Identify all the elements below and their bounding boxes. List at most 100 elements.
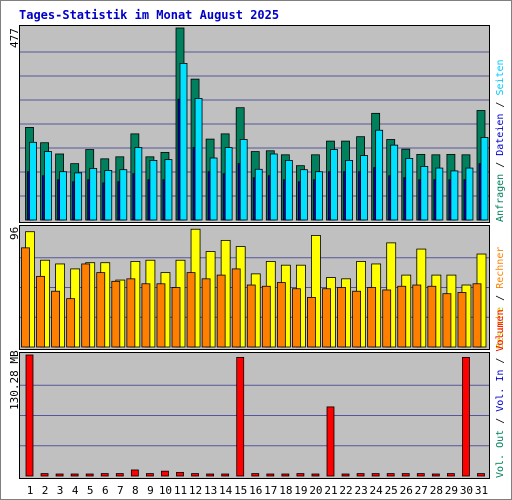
bar-seiten <box>74 172 83 221</box>
bar-rechner <box>352 290 362 348</box>
bar-rechner <box>457 292 467 348</box>
bar-seiten <box>420 166 429 221</box>
bar-seiten <box>59 171 67 221</box>
x-axis-labels: 1 2 3 4 5 6 7 8 9 10 11 12 13 14 15 16 17 18 19 20 21 22 23 24 2… <box>27 484 488 497</box>
bar-volumen <box>55 473 64 477</box>
day-label: 30 <box>460 484 473 497</box>
bar-rechner <box>427 285 437 348</box>
bar-volumen <box>281 473 290 477</box>
legend-volume: Vol. Out / Vol. In / Volumen <box>495 309 506 478</box>
bar-rechner <box>442 293 452 348</box>
bar-volumen <box>462 356 470 477</box>
bar-seiten <box>450 170 459 221</box>
bar-volumen <box>206 473 215 477</box>
bar-rechner <box>261 285 271 348</box>
bar-volumen <box>40 473 49 477</box>
legend-entry: / <box>495 156 506 174</box>
day-label: 8 <box>132 484 139 497</box>
day-label: 10 <box>159 484 172 497</box>
bar-rechner <box>36 275 45 348</box>
bar-volumen <box>191 473 199 477</box>
legend-visits: Besuche / Rechner <box>495 247 506 349</box>
bar-rechner <box>367 287 377 348</box>
bar-rechner <box>412 284 422 348</box>
chart-title: Tages-Statistik im Monat August 2025 <box>19 8 280 22</box>
bar-rechner <box>201 278 211 348</box>
bar-seiten <box>465 167 474 221</box>
legend-entry: / <box>495 412 506 430</box>
bar-seiten <box>89 168 98 221</box>
day-label: 27 <box>415 484 428 497</box>
day-label: 3 <box>57 484 64 497</box>
day-label: 26 <box>400 484 413 497</box>
bar-rechner <box>51 290 60 348</box>
bar-rechner <box>216 274 226 348</box>
bar-volumen <box>296 473 305 477</box>
day-label: 4 <box>72 484 79 497</box>
bars-group <box>21 27 489 477</box>
bar-rechner <box>276 282 286 348</box>
bar-seiten <box>269 153 278 221</box>
bar-seiten <box>330 149 338 221</box>
bar-seiten <box>209 157 218 221</box>
day-label: 21 <box>324 484 337 497</box>
bar-seiten <box>149 160 158 221</box>
bar-volumen <box>416 473 425 477</box>
bar-seiten <box>315 171 323 221</box>
bar-volumen <box>477 473 485 477</box>
legend-entry: Anfragen <box>495 174 506 222</box>
bar-seiten <box>299 169 308 221</box>
bar-seiten <box>119 169 128 221</box>
bar-rechner <box>231 268 241 348</box>
day-label: 19 <box>294 484 307 497</box>
bar-volumen <box>25 354 34 477</box>
day-label: 9 <box>147 484 154 497</box>
bar-volumen <box>85 473 94 477</box>
day-label: 23 <box>354 484 367 497</box>
bar-seiten <box>360 155 369 221</box>
day-label: 31 <box>475 484 488 497</box>
bar-rechner <box>66 298 76 348</box>
legend-requests: Anfragen / Dateien / Seiten <box>495 59 506 222</box>
bar-rechner <box>141 283 151 348</box>
day-label: 1 <box>27 484 34 497</box>
bar-volumen <box>356 473 365 477</box>
bar-rechner <box>322 288 331 348</box>
day-label: 12 <box>189 484 202 497</box>
bar-rechner <box>156 283 166 348</box>
bar-rechner <box>291 288 301 348</box>
bar-volumen <box>326 406 335 477</box>
bar-seiten <box>405 158 414 221</box>
day-label: 18 <box>279 484 292 497</box>
bar-rechner <box>397 285 407 348</box>
day-label: 25 <box>385 484 398 497</box>
bar-seiten <box>480 137 489 221</box>
legend-entry: / <box>495 96 506 114</box>
bar-rechner <box>246 284 256 348</box>
bar-seiten <box>194 98 203 221</box>
bar-seiten <box>29 141 37 221</box>
day-label: 7 <box>117 484 124 497</box>
day-label: 5 <box>87 484 94 497</box>
bar-volumen <box>70 473 79 477</box>
mid-max-label: 96 <box>8 227 21 240</box>
bar-volumen <box>266 473 275 477</box>
legend-entry: / <box>495 352 506 370</box>
bot-max-label: 130.28 MB <box>8 350 21 410</box>
day-label: 2 <box>42 484 49 497</box>
bar-volumen <box>311 473 320 477</box>
bar-volumen <box>100 473 109 477</box>
day-label: 28 <box>430 484 443 497</box>
bar-seiten <box>104 170 113 221</box>
bar-volumen <box>221 473 230 477</box>
legend-entry: Vol. In <box>495 370 506 412</box>
day-label: 16 <box>249 484 262 497</box>
day-label: 14 <box>219 484 233 497</box>
day-label: 17 <box>264 484 277 497</box>
bar-volumen <box>176 471 184 477</box>
day-label: 29 <box>445 484 458 497</box>
bar-rechner <box>307 297 316 348</box>
bar-rechner <box>171 287 181 348</box>
day-label: 15 <box>234 484 247 497</box>
